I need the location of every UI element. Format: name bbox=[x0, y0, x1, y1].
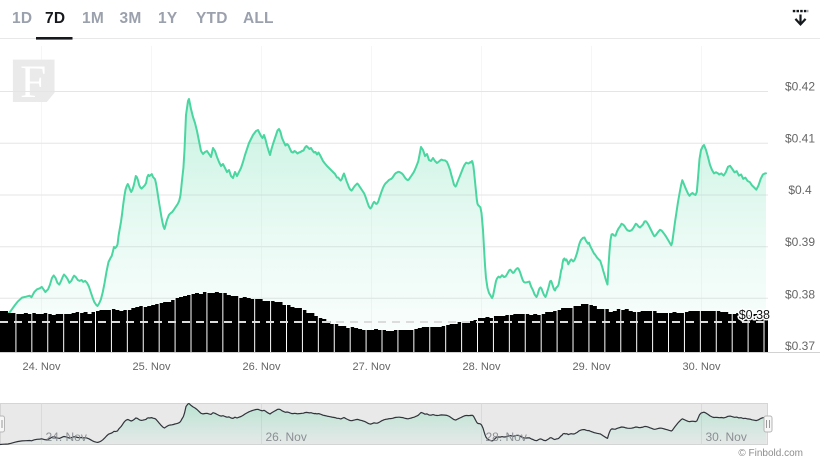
svg-text:27. Nov: 27. Nov bbox=[353, 361, 391, 373]
svg-text:F: F bbox=[20, 56, 46, 108]
svg-text:24. Nov: 24. Nov bbox=[46, 430, 87, 444]
svg-text:26. Nov: 26. Nov bbox=[243, 361, 281, 373]
svg-text:© Finbold.com: © Finbold.com bbox=[738, 448, 803, 459]
svg-text:25. Nov: 25. Nov bbox=[133, 361, 171, 373]
svg-text:28. Nov: 28. Nov bbox=[463, 361, 501, 373]
svg-text:1M: 1M bbox=[82, 10, 104, 27]
svg-text:YTD: YTD bbox=[196, 10, 228, 27]
svg-text:26. Nov: 26. Nov bbox=[266, 430, 307, 444]
svg-text:$0.4: $0.4 bbox=[788, 183, 812, 197]
svg-text:$0.42: $0.42 bbox=[785, 80, 815, 94]
svg-text:24. Nov: 24. Nov bbox=[23, 361, 61, 373]
svg-text:28. Nov: 28. Nov bbox=[486, 430, 527, 444]
svg-text:29. Nov: 29. Nov bbox=[573, 361, 611, 373]
svg-text:30. Nov: 30. Nov bbox=[706, 430, 747, 444]
svg-text:1D: 1D bbox=[12, 10, 32, 27]
svg-text:$0.38: $0.38 bbox=[785, 287, 815, 301]
svg-text:7D: 7D bbox=[45, 10, 65, 27]
svg-text:ALL: ALL bbox=[243, 10, 274, 27]
svg-text:1Y: 1Y bbox=[158, 10, 178, 27]
svg-text:$0.41: $0.41 bbox=[785, 131, 815, 145]
svg-text:3M: 3M bbox=[120, 10, 142, 27]
svg-text:$0.39: $0.39 bbox=[785, 235, 815, 249]
svg-text:30. Nov: 30. Nov bbox=[683, 361, 721, 373]
svg-text:$0.37: $0.37 bbox=[785, 339, 815, 353]
svg-text:$0.38: $0.38 bbox=[739, 308, 770, 322]
